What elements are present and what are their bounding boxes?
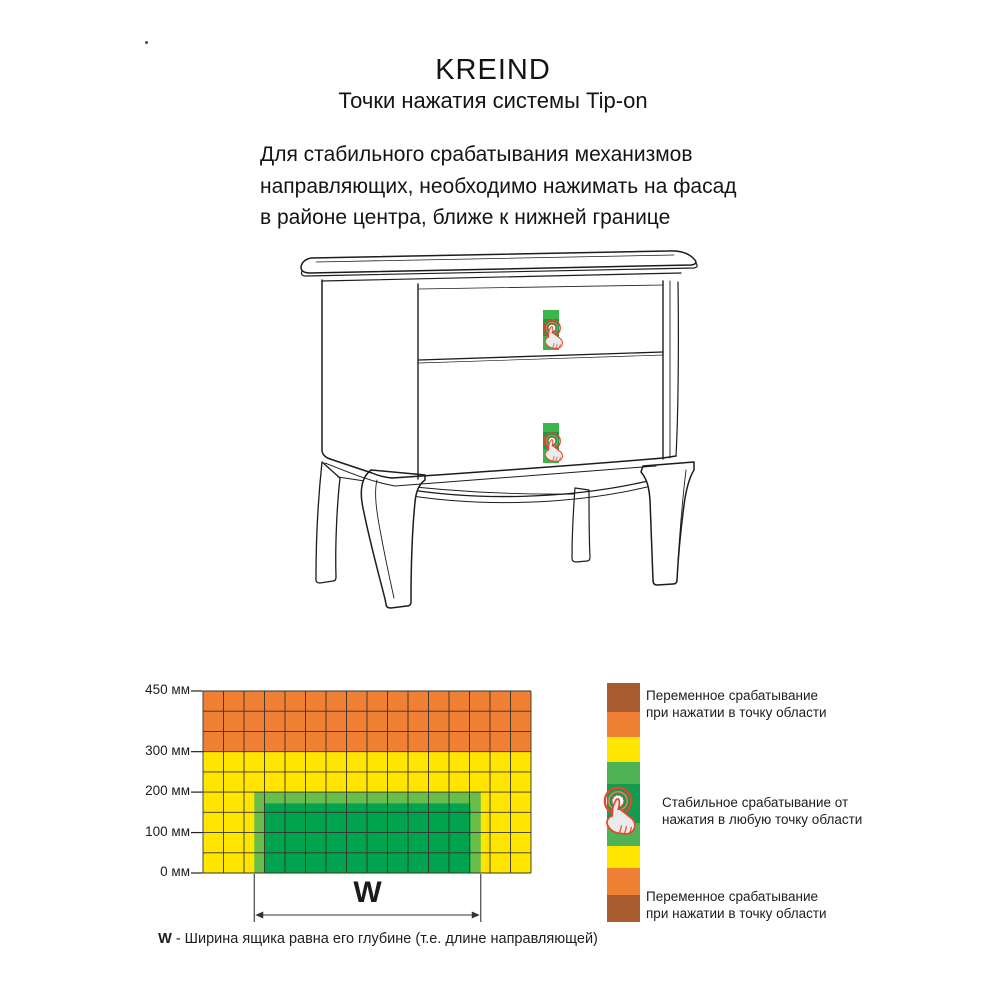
legend-segment-3: [607, 762, 640, 784]
y-tick-200: 200 мм: [145, 783, 190, 799]
stable-zone-inner: [264, 803, 471, 873]
nightstand-legs: [315, 461, 695, 609]
stray-dot-mark: [145, 41, 148, 44]
caption-text: - Ширина ящика равна его глубине (т.е. д…: [171, 931, 598, 947]
width-dimension: [253, 874, 482, 922]
legend-label-variable-bottom: Переменное срабатывание при нажатии в то…: [646, 889, 827, 921]
legend-segment-0: [607, 683, 640, 712]
legend-segment-7: [607, 868, 640, 895]
y-tick-300: 300 мм: [145, 742, 190, 758]
width-dimension-label: W: [353, 876, 382, 909]
nightstand-drawing: [300, 250, 698, 609]
caption-w: W: [158, 931, 172, 947]
y-tick-100: 100 мм: [145, 823, 190, 839]
drawer-1-top-gap: [418, 284, 664, 290]
grid-lines: [202, 690, 532, 874]
legend-label-variable-top: Переменное срабатывание при нажатии в то…: [646, 688, 827, 720]
drawer-divider: [418, 351, 664, 361]
y-tick-450: 450 мм: [145, 682, 190, 697]
legend-label-stable: Стабильное срабатывание от нажатия в люб…: [662, 795, 863, 827]
press-zone-chart: [191, 690, 532, 922]
legend-color-bar: [607, 683, 640, 922]
description-text: Для стабильного срабатывания механизмов …: [260, 143, 737, 229]
legend-segment-2: [607, 737, 640, 762]
y-tick-0: 0 мм: [160, 864, 190, 879]
legend-segment-8: [607, 895, 640, 922]
brand-title: KREIND: [435, 54, 551, 86]
legend-segment-1: [607, 712, 640, 737]
legend-segment-6: [607, 846, 640, 868]
nightstand-top: [300, 250, 698, 277]
page-subtitle: Точки нажатия системы Tip-on: [338, 88, 648, 113]
chart-caption: W - Ширина ящика равна его глубине (т.е.…: [148, 931, 608, 947]
nightstand-body: [321, 272, 682, 487]
